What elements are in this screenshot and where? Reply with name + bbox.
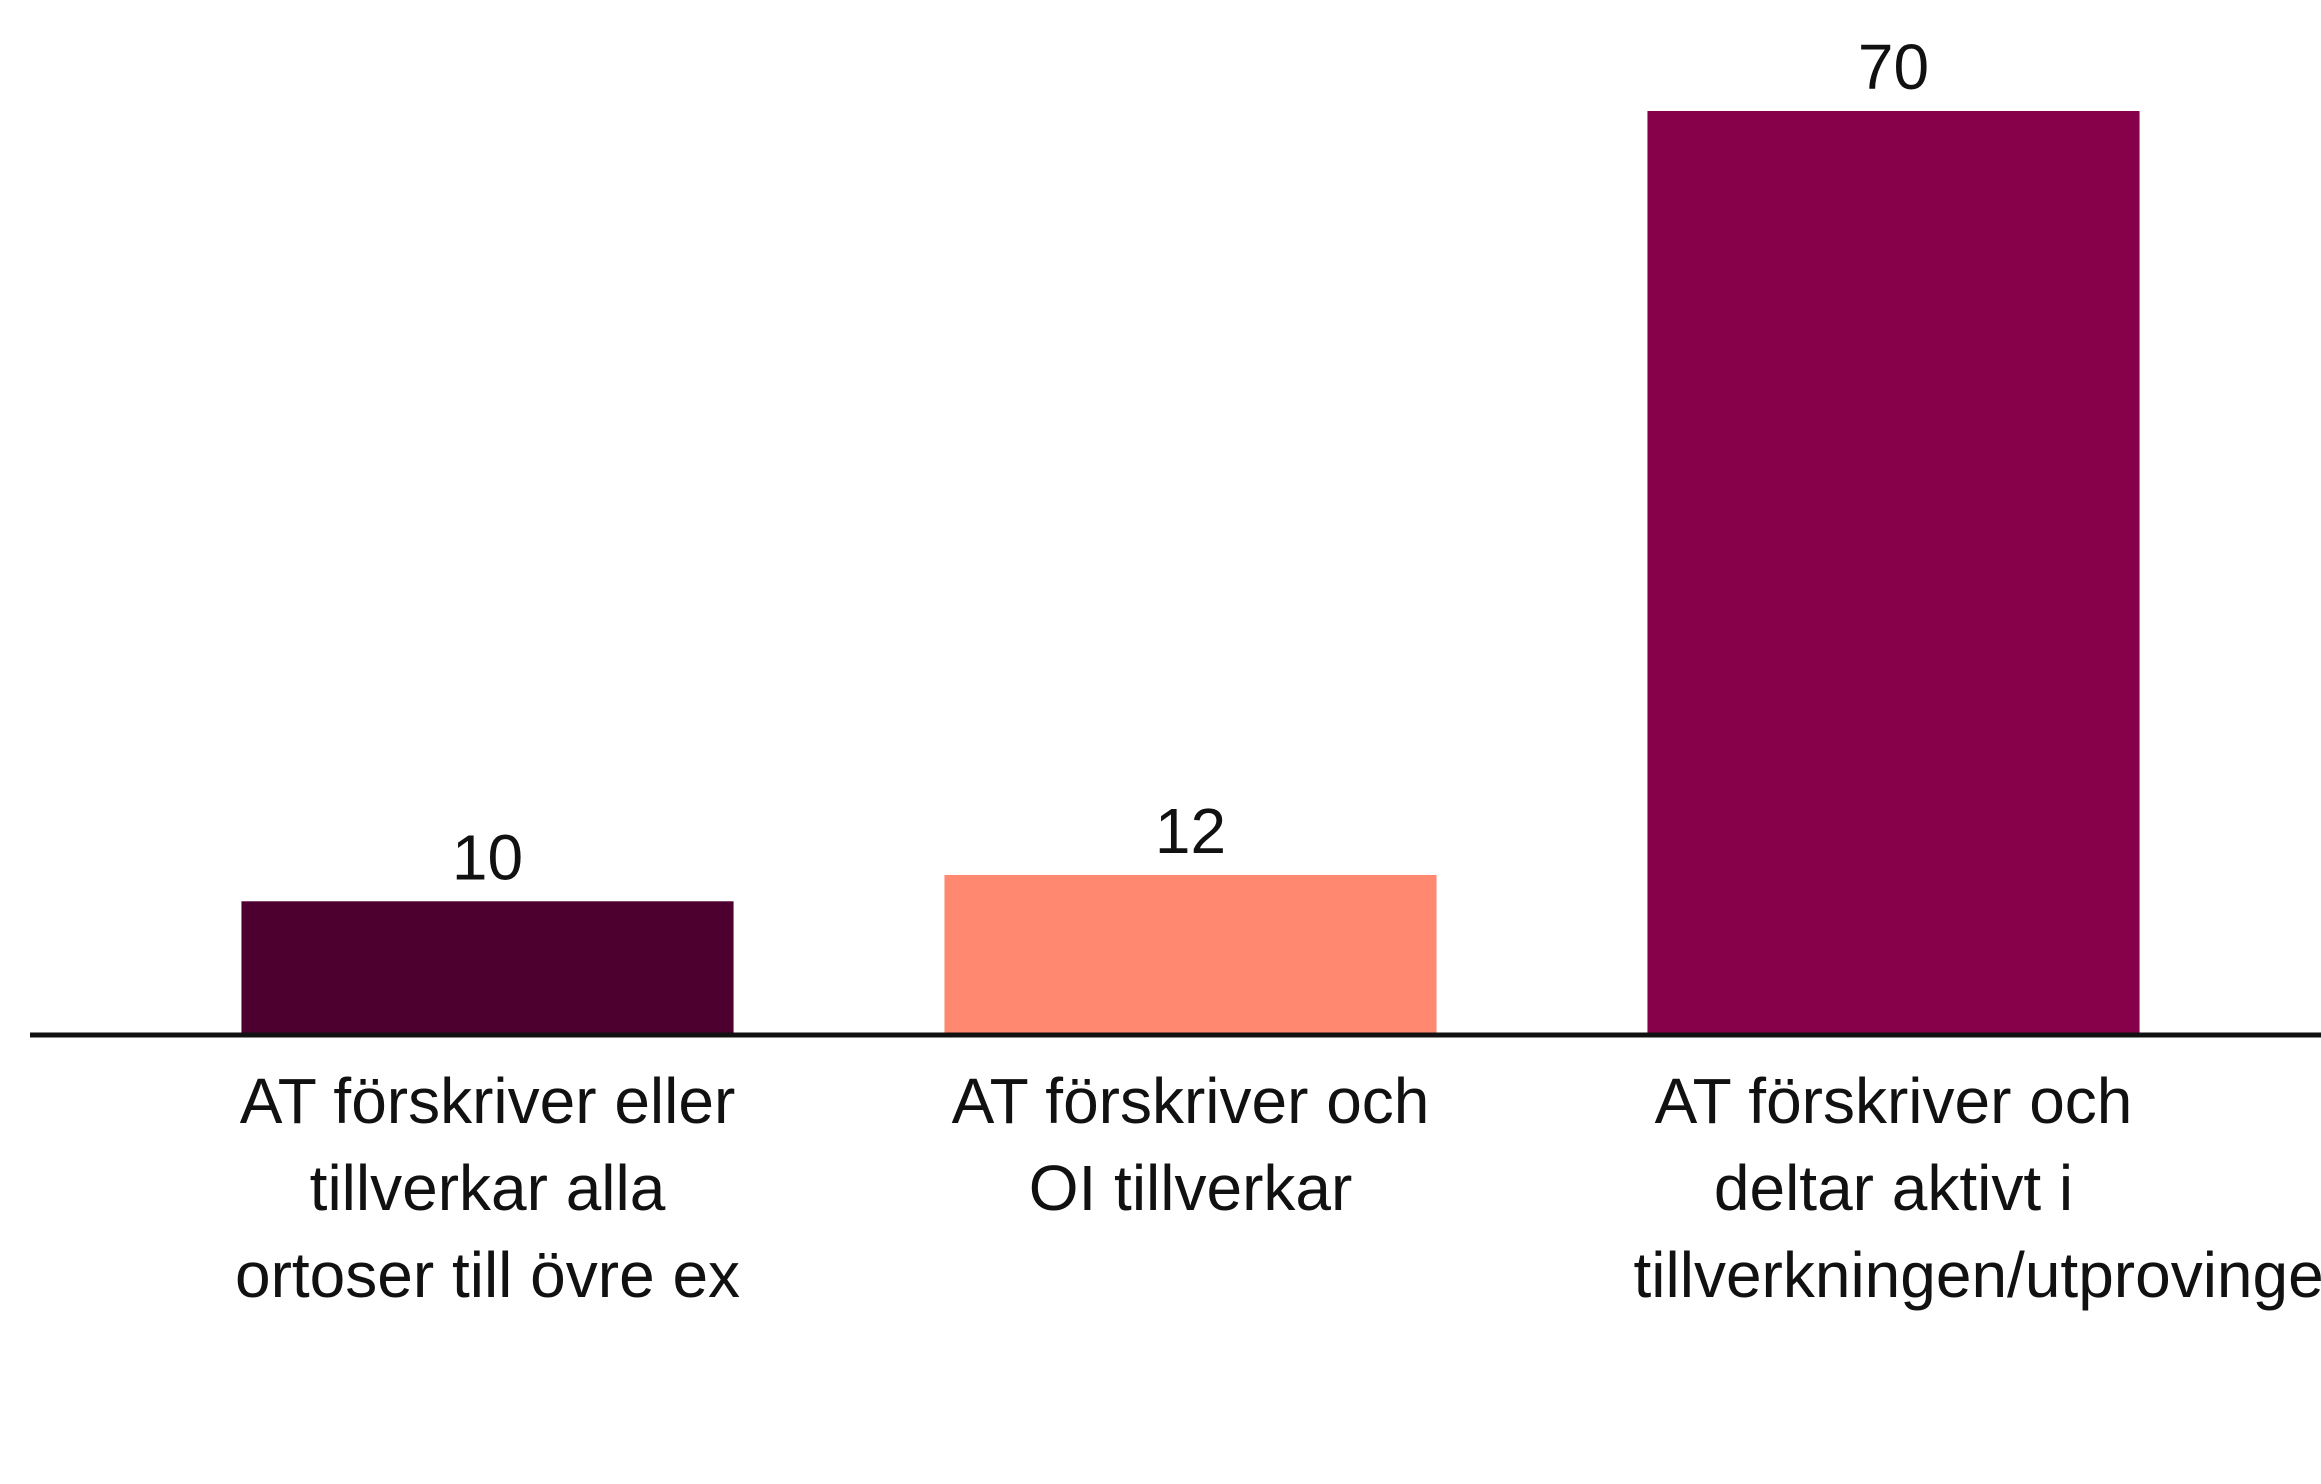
category-label: AT förskriver och OI tillverkar: [951, 1065, 1430, 1224]
category-label: AT förskriver och deltar aktivt i tillve…: [1633, 1065, 2321, 1311]
bar: [944, 874, 1437, 1033]
value-label: 10: [452, 821, 523, 893]
bar: [241, 901, 734, 1033]
category-label: AT förskriver eller tillverkar alla orto…: [234, 1065, 741, 1311]
value-label: 12: [1155, 795, 1226, 867]
value-label: 70: [1858, 31, 1929, 103]
bar: [1647, 111, 2140, 1033]
